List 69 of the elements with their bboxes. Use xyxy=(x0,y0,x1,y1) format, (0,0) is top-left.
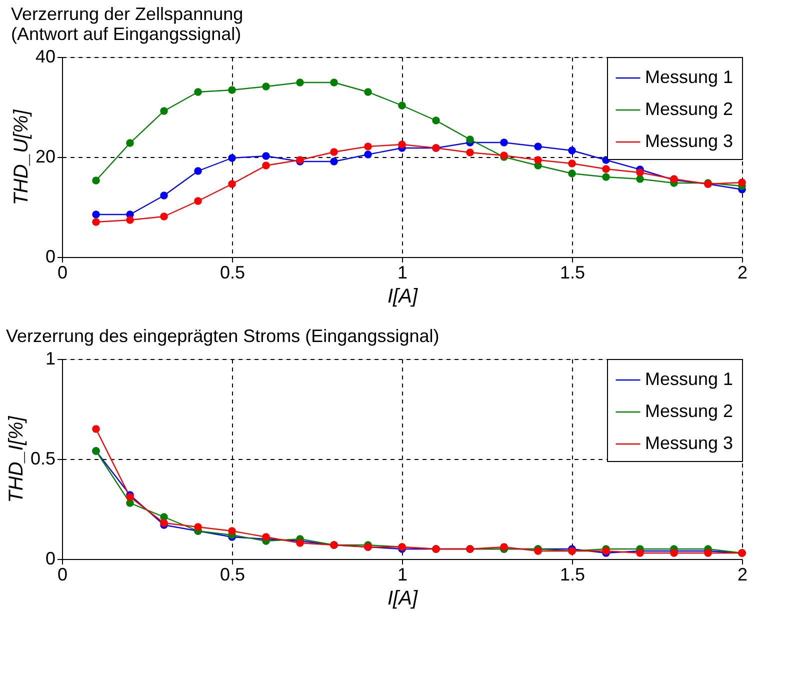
point xyxy=(466,136,474,144)
y-tick-label: 0 xyxy=(45,548,56,568)
point xyxy=(194,197,202,205)
point xyxy=(738,178,746,186)
point xyxy=(262,82,270,90)
point xyxy=(92,218,100,226)
legend-label: Messung 3 xyxy=(645,131,734,151)
point xyxy=(364,142,372,150)
x-tick-label: 2 xyxy=(737,564,748,584)
x-tick-label: 2 xyxy=(737,262,748,282)
point xyxy=(160,212,168,220)
text: Verzerrung der Zellspannung xyxy=(10,4,244,24)
point xyxy=(228,527,236,535)
x-tick-label: 1.5 xyxy=(560,262,586,282)
point xyxy=(364,150,372,158)
point xyxy=(500,138,508,146)
point xyxy=(330,148,338,156)
point xyxy=(92,210,100,218)
point xyxy=(568,146,576,154)
point xyxy=(330,78,338,86)
point xyxy=(262,162,270,170)
point xyxy=(534,142,542,150)
point xyxy=(194,167,202,175)
y-axis-title: THD_I[%] xyxy=(5,416,28,503)
x-axis-title: I[A] xyxy=(387,286,418,308)
point xyxy=(92,425,100,433)
legend-label: Messung 3 xyxy=(645,433,734,453)
point xyxy=(126,216,134,224)
legend-label: Messung 2 xyxy=(645,401,734,421)
point xyxy=(262,152,270,160)
y-tick-label: 40 xyxy=(35,46,56,66)
point xyxy=(194,523,202,531)
point xyxy=(466,148,474,156)
point xyxy=(194,88,202,96)
legend-label: Messung 1 xyxy=(645,67,734,87)
point xyxy=(432,116,440,124)
point xyxy=(296,78,304,86)
x-axis-title: I[A] xyxy=(387,588,418,610)
legend-label: Messung 1 xyxy=(645,369,734,389)
point xyxy=(398,140,406,148)
point xyxy=(126,139,134,147)
y-tick-label: 0 xyxy=(45,246,56,266)
point xyxy=(160,192,168,200)
x-tick-label: 1 xyxy=(397,564,408,584)
legend-label: Messung 2 xyxy=(645,99,734,119)
point xyxy=(602,165,610,173)
point xyxy=(364,88,372,96)
point xyxy=(568,170,576,178)
point xyxy=(534,156,542,164)
point xyxy=(160,107,168,115)
y-axis-title: THD_U[%] xyxy=(10,109,32,206)
point xyxy=(602,173,610,181)
text: (Antwort auf Eingangssignal) xyxy=(10,24,242,44)
point xyxy=(228,86,236,94)
x-tick-label: 1 xyxy=(397,262,408,282)
y-tick-label: 20 xyxy=(35,146,56,166)
chart-title: Verzerrung des eingeprägten Stroms (Eingangssignal) xyxy=(6,326,440,346)
y-tick-label: 1 xyxy=(45,348,56,368)
x-tick-label: 0.5 xyxy=(220,564,246,584)
y-tick-label: 0.5 xyxy=(30,448,56,468)
x-tick-label: 1.5 xyxy=(560,564,586,584)
point xyxy=(330,158,338,166)
point xyxy=(636,168,644,176)
point xyxy=(92,176,100,184)
point xyxy=(228,180,236,188)
point xyxy=(228,154,236,162)
x-tick-label: 0.5 xyxy=(220,262,246,282)
point xyxy=(398,102,406,110)
point xyxy=(568,160,576,168)
